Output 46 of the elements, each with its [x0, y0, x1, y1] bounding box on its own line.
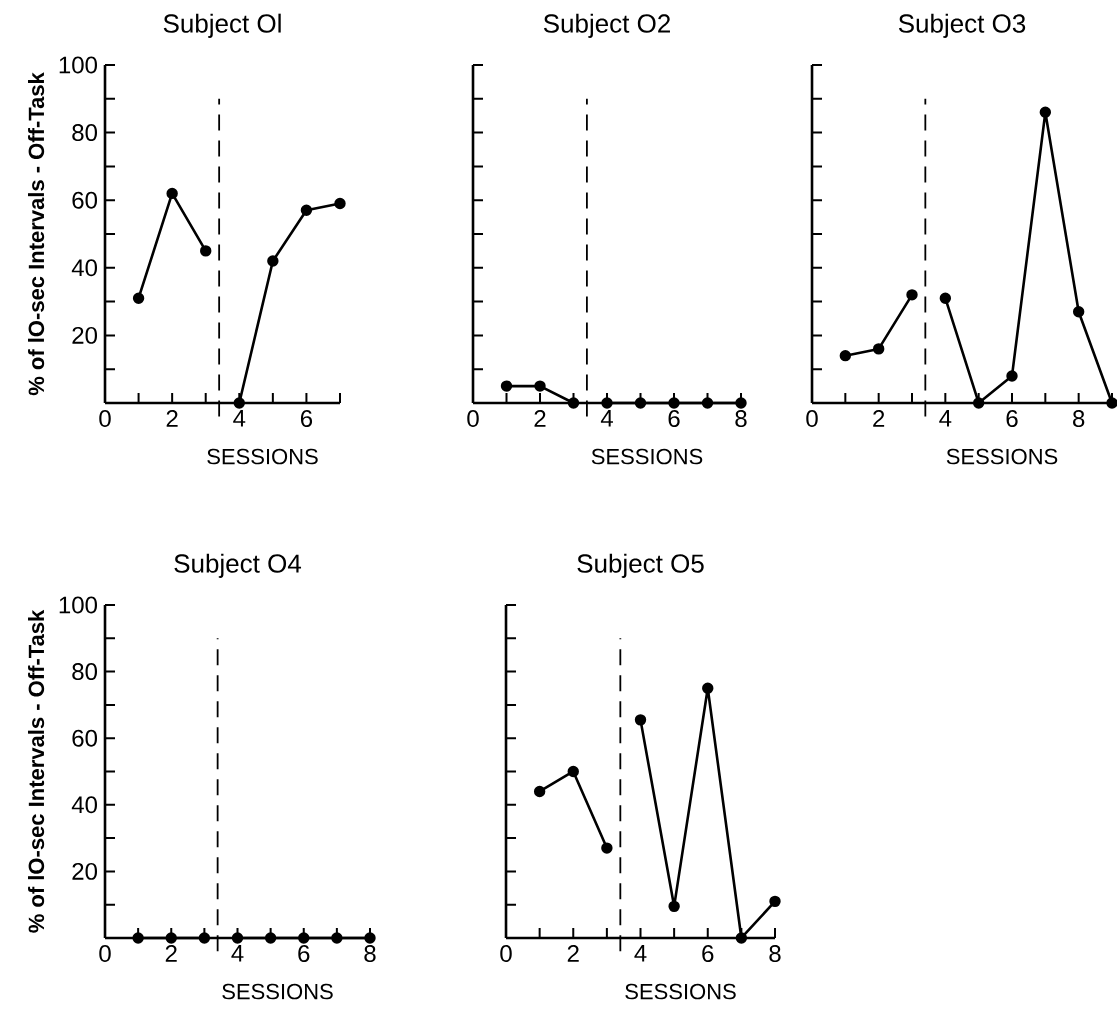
y-tick-label: 100 — [59, 56, 98, 74]
chart-title: Subject O5 — [577, 553, 704, 578]
y-tick-label: 60 — [72, 729, 98, 747]
x-tick-label: 8 — [769, 945, 781, 963]
x-axis-title: SESSIONS — [591, 448, 703, 465]
x-tick-label: 0 — [99, 945, 111, 963]
x-tick-label: 0 — [99, 410, 111, 428]
y-tick-label: 20 — [72, 326, 98, 344]
x-tick-label: 8 — [364, 945, 376, 963]
y-tick-label: 80 — [72, 124, 98, 142]
x-tick-label: 0 — [500, 945, 512, 963]
x-axis-title: SESSIONS — [625, 983, 736, 1000]
x-tick-label: 4 — [600, 410, 613, 427]
x-tick-label: 8 — [1073, 410, 1085, 428]
y-tick-label: 40 — [71, 259, 98, 277]
x-tick-label: 8 — [735, 410, 747, 428]
x-tick-label: 6 — [1006, 410, 1018, 428]
x-tick-label: 2 — [534, 410, 546, 427]
x-tick-label: 2 — [165, 945, 177, 962]
x-tick-label: 2 — [166, 410, 178, 427]
x-tick-label: 4 — [233, 410, 246, 427]
y-tick-label: 40 — [71, 796, 98, 814]
x-tick-label: 6 — [298, 945, 310, 963]
chart-title: Subject O4 — [174, 553, 302, 578]
x-tick-label: 4 — [634, 945, 647, 962]
x-tick-label: 4 — [939, 410, 952, 427]
y-tick-label: 100 — [59, 596, 98, 614]
x-axis-title: SESSIONS — [946, 448, 1058, 465]
x-axis-title: SESSIONS — [207, 448, 318, 465]
y-axis-title: % of lO-sec Intervals - Off-Task — [28, 609, 45, 933]
x-axis-title: SESSIONS — [222, 983, 333, 1000]
x-tick-label: 0 — [806, 410, 818, 428]
y-tick-label: 80 — [72, 663, 98, 681]
x-tick-label: 6 — [702, 945, 714, 963]
chart-title: Subject O2 — [543, 13, 670, 38]
x-tick-label: 2 — [567, 945, 579, 962]
chart-title: Subject O3 — [898, 13, 1026, 38]
y-axis-title: % of lO-sec Intervals - Off-Task — [28, 72, 45, 396]
chart-title: Subject Ol — [163, 13, 281, 38]
x-tick-label: 6 — [300, 410, 313, 428]
y-tick-label: 20 — [72, 862, 98, 880]
x-tick-label: 6 — [668, 410, 680, 428]
x-tick-label: 0 — [467, 410, 479, 428]
x-tick-label: 4 — [231, 945, 244, 962]
x-tick-label: 2 — [873, 410, 885, 427]
y-tick-label: 60 — [72, 191, 98, 209]
